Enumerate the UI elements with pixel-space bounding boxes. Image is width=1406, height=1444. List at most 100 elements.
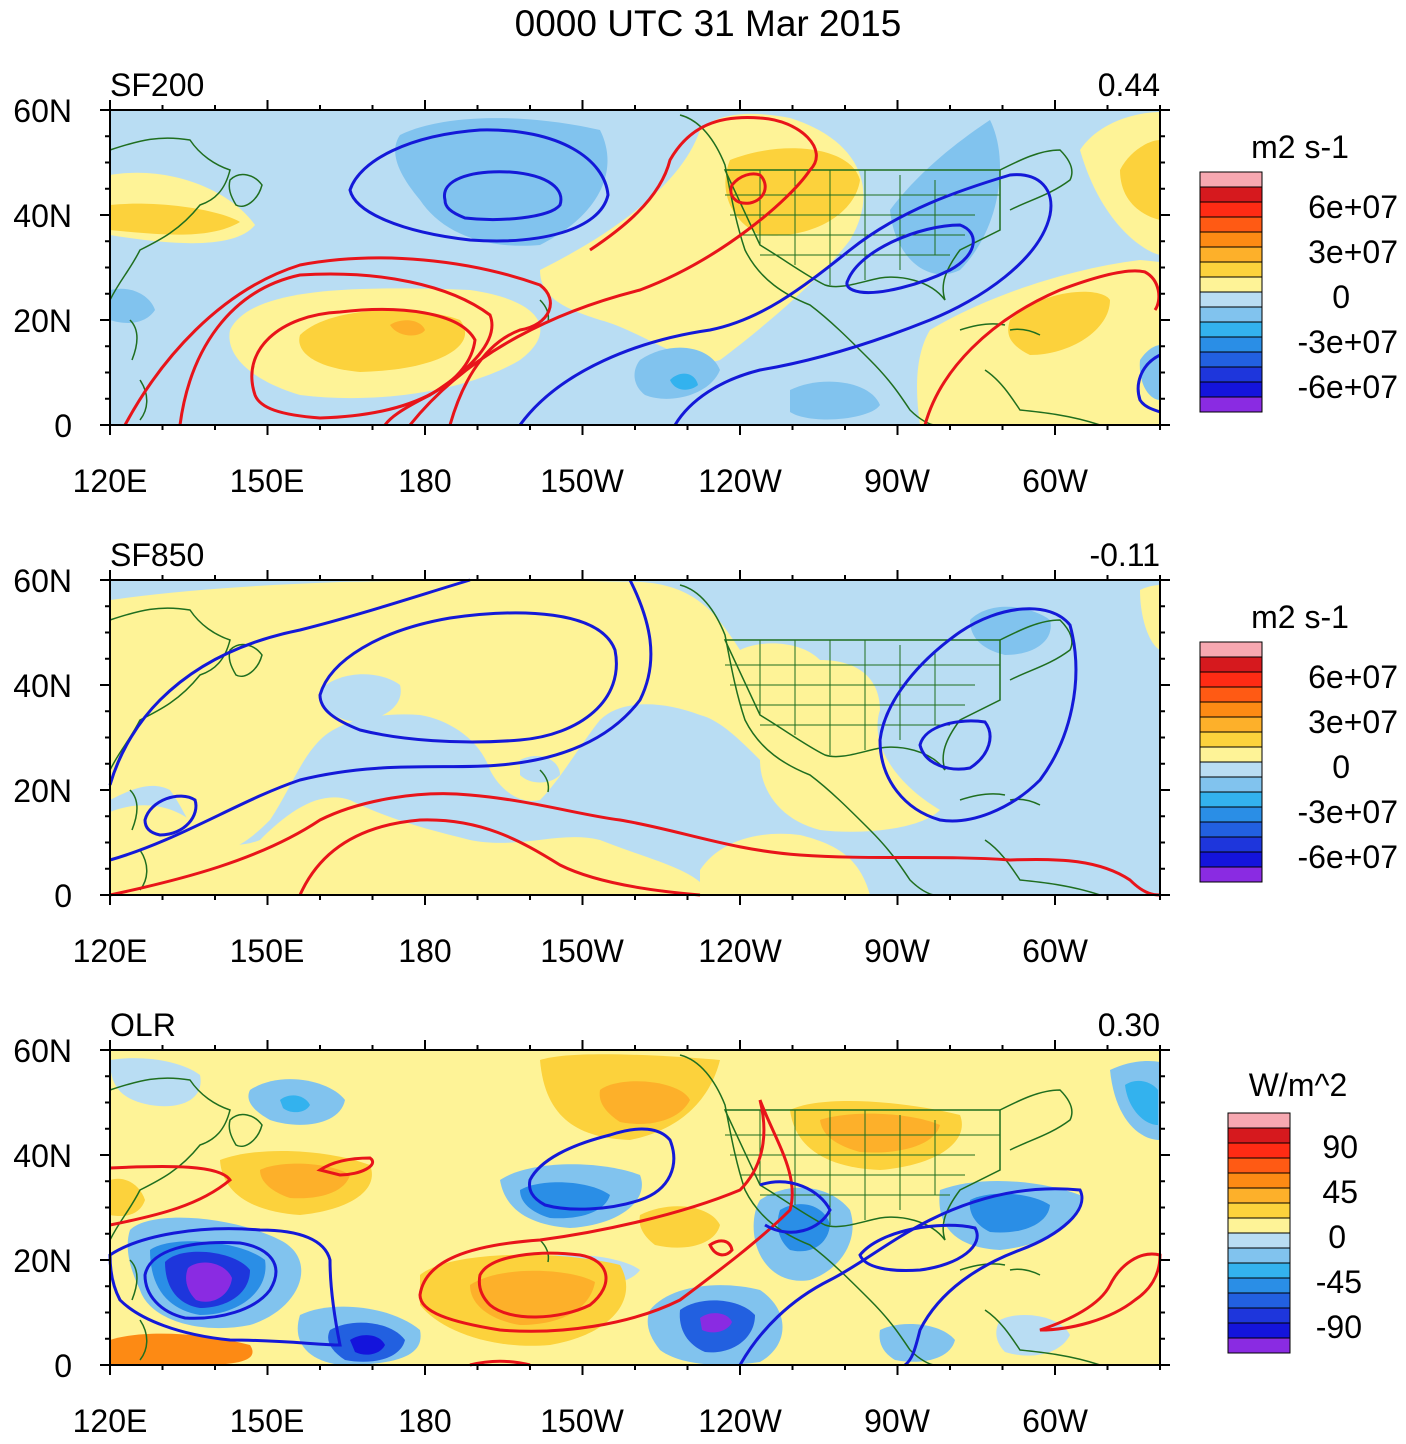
colorbar-units-sf200: m2 s-1 (1251, 129, 1349, 165)
colorbar-swatch (1199, 306, 1263, 323)
colorbar-swatch (1227, 1112, 1291, 1129)
colorbar-swatch (1199, 716, 1263, 733)
x-tick-label: 120W (698, 463, 782, 499)
x-tick-label: 180 (398, 933, 451, 969)
colorbar-swatch (1227, 1292, 1291, 1309)
colorbar-label: -6e+07 (1297, 839, 1398, 875)
panel-value-sf850: -0.11 (1089, 537, 1160, 573)
colorbar-label: -45 (1316, 1264, 1362, 1300)
colorbar-label: 90 (1322, 1129, 1358, 1165)
colorbar-swatch (1227, 1127, 1291, 1144)
map-area-olr (108, 1049, 1162, 1367)
y-tick-label: 40N (13, 198, 72, 234)
x-axis-sf850: 120E 150E 180 150W 120W 90W 60W (73, 933, 1089, 969)
colorbar-swatch (1199, 731, 1263, 748)
colorbar-swatch (1199, 381, 1263, 398)
x-tick-label: 60W (1022, 933, 1089, 969)
colorbar-label: 6e+07 (1308, 189, 1398, 225)
y-tick-label: 40N (13, 1138, 72, 1174)
colorbar-swatch (1199, 216, 1263, 233)
colorbar-swatch (1199, 821, 1263, 838)
y-tick-label: 60N (13, 1033, 72, 1069)
panel-label-sf200: SF200 (110, 67, 204, 103)
panel-sf200: SF200 0.44 (13, 67, 1398, 499)
x-tick-label: 120E (73, 1403, 148, 1439)
x-tick-label: 60W (1022, 1403, 1089, 1439)
colorbar-swatch (1227, 1187, 1291, 1204)
colorbar-units-sf850: m2 s-1 (1251, 599, 1349, 635)
x-tick-label: 150W (540, 933, 624, 969)
x-tick-label: 180 (398, 463, 451, 499)
colorbar-label: 6e+07 (1308, 659, 1398, 695)
colorbar-swatch (1199, 231, 1263, 248)
y-axis-sf200: 60N 40N 20N 0 (13, 93, 72, 444)
y-tick-label: 20N (13, 1243, 72, 1279)
colorbar-swatch (1227, 1307, 1291, 1324)
x-tick-label: 120W (698, 933, 782, 969)
colorbar-swatch (1199, 761, 1263, 778)
colorbar-swatch (1227, 1277, 1291, 1294)
colorbar-sf850: m2 s-1 6e+07 3e+07 0 -3e+07 -6e+07 (1199, 599, 1398, 883)
colorbar-label: -90 (1316, 1309, 1362, 1345)
figure-title: 0000 UTC 31 Mar 2015 (515, 3, 902, 44)
x-tick-label: 150W (540, 1403, 624, 1439)
colorbar-label: -3e+07 (1297, 794, 1398, 830)
colorbar-swatch (1227, 1142, 1291, 1159)
colorbar-label: 45 (1322, 1174, 1358, 1210)
colorbar-swatch (1227, 1172, 1291, 1189)
map-area-sf850 (108, 578, 1161, 897)
y-axis-sf850: 60N 40N 20N 0 (13, 563, 72, 914)
colorbar-swatch (1199, 851, 1263, 868)
colorbar-swatch (1227, 1232, 1291, 1249)
map-area-sf200 (109, 109, 1161, 426)
colorbar-swatch (1199, 291, 1263, 308)
y-tick-label: 20N (13, 773, 72, 809)
colorbar-swatch (1199, 776, 1263, 793)
panel-label-olr: OLR (110, 1007, 176, 1043)
x-tick-label: 150E (230, 933, 305, 969)
colorbar-swatch (1199, 836, 1263, 853)
colorbar-swatch (1227, 1217, 1291, 1234)
colorbar-olr: W/m^2 90 45 0 -45 -90 (1227, 1067, 1362, 1354)
panel-label-sf850: SF850 (110, 537, 204, 573)
ticks-sf200 (100, 100, 1170, 435)
x-tick-label: 150E (230, 463, 305, 499)
colorbar-label: -6e+07 (1297, 369, 1398, 405)
colorbar-swatch (1199, 656, 1263, 673)
colorbar-swatch (1199, 261, 1263, 278)
x-axis-olr: 120E 150E 180 150W 120W 90W 60W (73, 1403, 1089, 1439)
ticks-olr (100, 1040, 1170, 1375)
x-axis-sf200: 120E 150E 180 150W 120W 90W 60W (73, 463, 1089, 499)
x-tick-label: 150E (230, 1403, 305, 1439)
y-tick-label: 60N (13, 563, 72, 599)
colorbar-label: -3e+07 (1297, 324, 1398, 360)
colorbar-swatch (1227, 1337, 1291, 1354)
colorbar-swatch (1199, 701, 1263, 718)
colorbar-swatch (1227, 1262, 1291, 1279)
colorbar-swatch (1199, 246, 1263, 263)
colorbar-swatch (1227, 1247, 1291, 1264)
colorbar-swatch (1199, 201, 1263, 218)
colorbar-swatch (1199, 366, 1263, 383)
x-tick-label: 120E (73, 933, 148, 969)
y-axis-olr: 60N 40N 20N 0 (13, 1033, 72, 1384)
x-tick-label: 90W (864, 463, 931, 499)
colorbar-swatch (1227, 1157, 1291, 1174)
x-tick-label: 120E (73, 463, 148, 499)
x-tick-label: 120W (698, 1403, 782, 1439)
x-tick-label: 60W (1022, 463, 1089, 499)
colorbar-label: 3e+07 (1308, 234, 1398, 270)
colorbar-swatch (1199, 671, 1263, 688)
x-tick-label: 90W (864, 933, 931, 969)
colorbar-swatch (1199, 806, 1263, 823)
colorbar-swatch (1199, 276, 1263, 293)
colorbar-swatch (1199, 171, 1263, 188)
colorbar-label: 0 (1332, 279, 1350, 315)
colorbar-swatch (1199, 641, 1263, 658)
colorbar-swatch (1199, 791, 1263, 808)
colorbar-swatch (1199, 351, 1263, 368)
colorbar-sf200: m2 s-1 6e+07 3e+07 0 -3e+07 -6e+07 (1199, 129, 1398, 413)
colorbar-swatch (1227, 1202, 1291, 1219)
colorbar-swatch (1227, 1322, 1291, 1339)
